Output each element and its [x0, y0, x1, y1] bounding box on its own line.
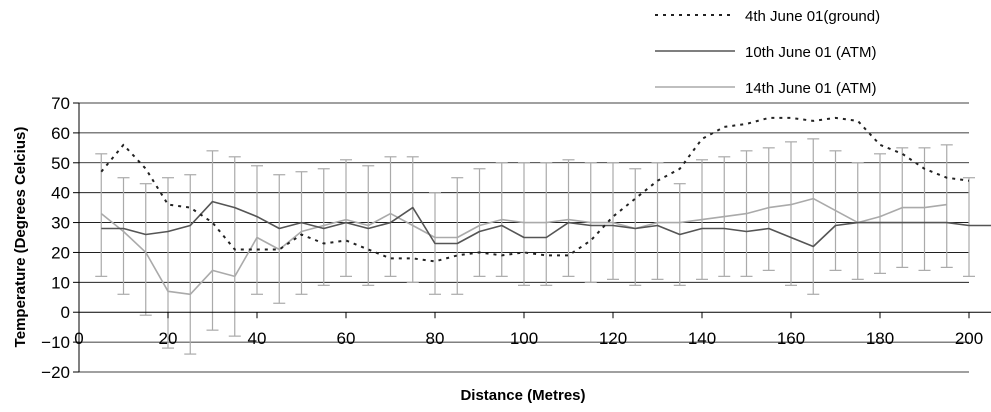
series-line-3	[100, 197, 947, 296]
error-bar	[95, 153, 108, 277]
error-bar	[451, 177, 464, 295]
error-bar	[340, 159, 352, 277]
legend-label: 4th June 01(ground)	[745, 8, 880, 25]
x-tick-label: 200	[955, 329, 983, 348]
error-bars	[95, 138, 975, 355]
error-bar	[473, 168, 486, 277]
error-bar	[206, 150, 219, 331]
error-bar	[940, 144, 953, 268]
y-tick-label: 60	[51, 124, 70, 143]
y-tick-label: 30	[51, 214, 70, 233]
legend: 4th June 01(ground) 10th June 01 (ATM) 14t…	[655, 8, 880, 97]
y-axis-title: Temperature (Degrees Celcius)	[12, 127, 29, 348]
error-bar	[518, 162, 530, 286]
error-bar	[117, 177, 130, 295]
error-bar	[651, 162, 664, 280]
series-line-2	[101, 200, 991, 248]
y-tick-label: 10	[51, 273, 70, 292]
x-tick-label: 160	[777, 329, 805, 348]
y-tick-label: 50	[51, 154, 70, 173]
error-bar	[918, 147, 931, 271]
legend-label: 10th June 01 (ATM)	[745, 44, 876, 61]
error-bar	[607, 162, 619, 280]
x-tick-label: 40	[248, 329, 267, 348]
x-tick-label: 180	[866, 329, 894, 348]
y-tick-label: −10	[41, 333, 70, 352]
error-bar	[273, 174, 286, 304]
y-tick-label: −20	[41, 363, 70, 382]
error-bar	[874, 153, 886, 274]
x-axis-title: Distance (Metres)	[460, 387, 585, 404]
error-bar	[139, 183, 152, 316]
error-bar	[184, 174, 197, 355]
error-bar	[162, 177, 174, 349]
error-bar	[851, 162, 864, 280]
legend-label: 14th June 01 (ATM)	[745, 80, 876, 97]
x-tick-label: 100	[510, 329, 538, 348]
x-tick-label: 60	[337, 329, 356, 348]
y-tick-label: 0	[61, 303, 70, 322]
error-bar	[317, 168, 330, 286]
error-bar	[785, 141, 797, 286]
axis-layer	[73, 102, 991, 373]
error-bar	[562, 159, 575, 277]
series-line-1	[100, 116, 970, 263]
error-bar	[251, 165, 263, 295]
error-bar	[228, 156, 241, 337]
error-bar	[629, 168, 642, 286]
x-tick-label: 80	[426, 329, 445, 348]
x-tick-label: 120	[599, 329, 627, 348]
series-layer	[100, 116, 991, 296]
error-bar	[406, 156, 419, 283]
error-bar	[963, 177, 975, 277]
y-tick-label: 40	[51, 184, 70, 203]
x-tick-label: 20	[159, 329, 178, 348]
error-bar	[384, 156, 397, 277]
error-bar	[295, 171, 308, 295]
x-tick-label: 0	[74, 329, 83, 348]
y-tick-label: 70	[51, 94, 70, 113]
error-bar	[807, 138, 820, 295]
error-bar	[762, 147, 775, 271]
x-tick-label: 140	[688, 329, 716, 348]
y-tick-label: 20	[51, 243, 70, 262]
error-bar	[540, 162, 553, 286]
